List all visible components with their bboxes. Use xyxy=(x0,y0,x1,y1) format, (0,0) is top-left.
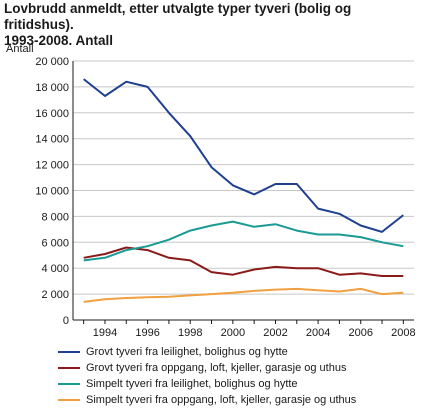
x-tick-label: 1998 xyxy=(178,327,202,339)
y-tick-label: 14 000 xyxy=(35,134,69,146)
x-tick-label: 1994 xyxy=(93,327,117,339)
y-tick-label: 10 000 xyxy=(35,186,69,198)
legend-swatch xyxy=(58,383,80,385)
y-tick-labels: 0 2 000 4 000 6 000 8 000 10 000 12 000 14 000 1… xyxy=(35,56,69,327)
legend-swatch xyxy=(58,351,80,353)
y-tick-label: 8 000 xyxy=(41,211,69,223)
chart-title-line-1: Lovbrudd anmeldt, etter utvalgte typer t… xyxy=(4,1,352,32)
axes xyxy=(72,61,414,324)
x-tick-label: 2008 xyxy=(391,327,415,339)
legend-item-1: Grovt tyveri fra leilighet, bolighus og … xyxy=(58,344,418,360)
y-tick-label: 4 000 xyxy=(41,263,69,275)
y-tick-label: 2 000 xyxy=(41,289,69,301)
legend-swatch xyxy=(58,367,80,369)
chart-title: Lovbrudd anmeldt, etter utvalgte typer t… xyxy=(4,1,422,49)
legend-label: Simpelt tyveri fra oppgang, loft, kjelle… xyxy=(86,394,357,406)
legend-label: Simpelt tyveri fra leilighet, bolighus o… xyxy=(86,378,298,390)
y-tick-label: 18 000 xyxy=(35,82,69,94)
series-line-4 xyxy=(83,287,404,303)
legend-item-2: Grovt tyveri fra oppgang, loft, kjeller,… xyxy=(58,360,418,376)
legend-swatch xyxy=(58,399,80,401)
y-tick-label: 20 000 xyxy=(35,56,69,68)
y-tick-label: 16 000 xyxy=(35,108,69,120)
x-tick-label: 2004 xyxy=(306,327,330,339)
legend: Grovt tyveri fra leilighet, bolighus og … xyxy=(58,344,418,408)
y-tick-label: 0 xyxy=(63,315,69,327)
series-line-3 xyxy=(83,220,404,262)
legend-label: Grovt tyveri fra leilighet, bolighus og … xyxy=(86,346,288,358)
y-axis-title: Antall xyxy=(6,43,34,55)
chart-title-line-2: 1993-2008. Antall xyxy=(4,33,114,48)
series-line-1 xyxy=(83,78,404,233)
x-tick-labels: 1994 1996 1998 2000 2002 2004 2006 2008 xyxy=(93,327,416,339)
gridlines xyxy=(73,60,414,295)
x-tick-label: 2002 xyxy=(263,327,287,339)
x-tick-label: 1996 xyxy=(135,327,159,339)
legend-item-4: Simpelt tyveri fra oppgang, loft, kjelle… xyxy=(58,392,418,408)
series-lines xyxy=(83,78,404,303)
y-tick-label: 6 000 xyxy=(41,237,69,249)
x-tick-label: 2006 xyxy=(348,327,372,339)
legend-item-3: Simpelt tyveri fra leilighet, bolighus o… xyxy=(58,376,418,392)
y-tick-label: 12 000 xyxy=(35,160,69,172)
legend-label: Grovt tyveri fra oppgang, loft, kjeller,… xyxy=(86,362,347,374)
series-line-2 xyxy=(83,246,404,277)
x-tick-label: 2000 xyxy=(221,327,245,339)
